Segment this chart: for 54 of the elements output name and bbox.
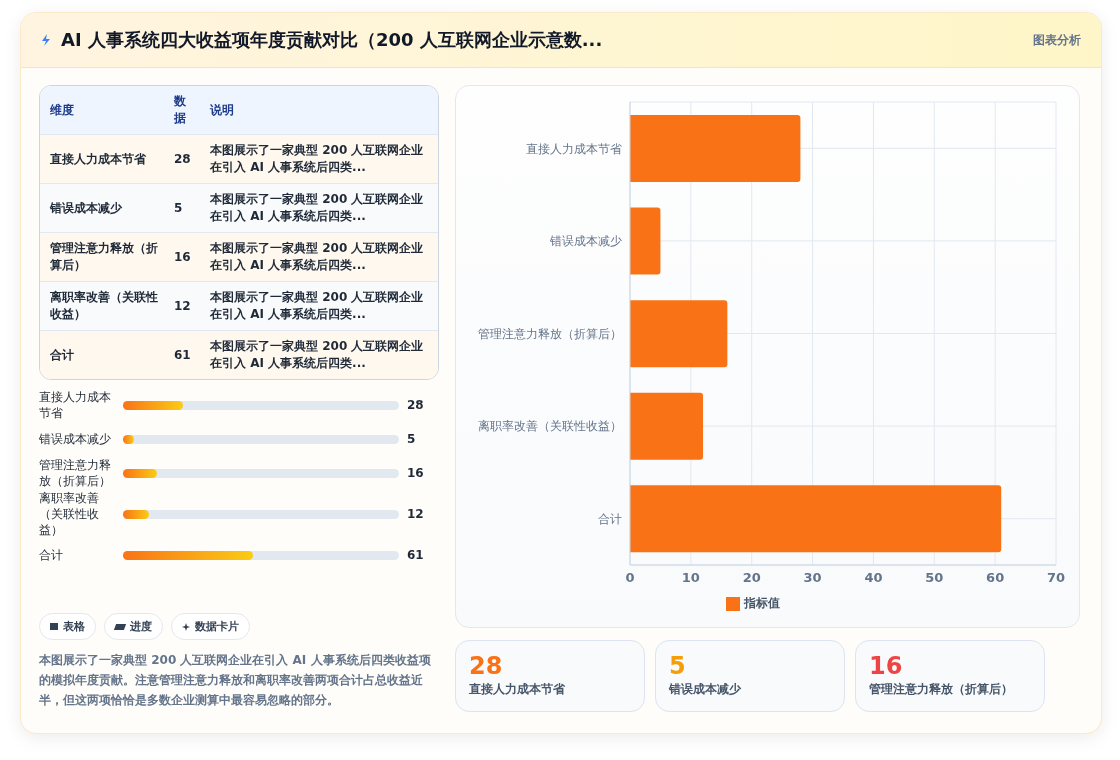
bar — [630, 114, 801, 182]
y-tick-label: 错误成本减少 — [549, 234, 622, 249]
x-tick-label: 0 — [625, 570, 635, 586]
y-tick-label: 离职率改善（关联性收益） — [478, 419, 622, 434]
data-label: 61 — [407, 548, 424, 562]
text: 本图展示了一家典型 200 人互联网企业在引入 AI 人事系统后四类... — [210, 339, 424, 370]
x-tick-label: 30 — [803, 570, 822, 586]
legend-label: 指标值 — [744, 596, 780, 610]
category-label: 直接人力成本节省 — [39, 389, 112, 421]
header-strip: AI 人事系统四大收益项年度贡献对比（200 人互联网企业示意数... 图表分析 — [21, 13, 1101, 68]
category-label: 合计 — [40, 330, 170, 379]
category-label: 错误成本减少 — [669, 681, 742, 698]
data-label: 12 — [170, 281, 200, 330]
category-label: 管理注意力释放（折算后） — [39, 457, 112, 489]
text: 本图展示了一家典型 200 人互联网企业在引入 AI 人事系统后四类... — [200, 134, 438, 183]
category-label: 离职率改善（关联性收益） — [40, 281, 170, 330]
text: 本图展示了一家典型 200 人互联网企业在引入 AI 人事系统后四类... — [210, 290, 424, 321]
category-label: 管理注意力释放（折算后） — [40, 232, 170, 281]
bar — [630, 392, 704, 460]
text: 本图展示了一家典型 200 人互联网企业在引入 AI 人事系统后四类收益项的模拟年度贡献。注意管理注意力释放和离职率改善两项合计占总收益近半，但这两项恰恰是多数企业测算中最容易忽略的部分。 — [39, 652, 432, 709]
data-label: 16 — [170, 232, 200, 281]
text: 本图展示了一家典型 200 人互联网企业在引入 AI 人事系统后四类... — [210, 241, 424, 272]
category-label: 离职率改善（关联性收益） — [39, 490, 100, 538]
category-label: 管理注意力释放（折算后） — [869, 681, 1014, 698]
x-tick-label: 10 — [681, 570, 700, 586]
bar — [630, 485, 1002, 553]
category-label: 错误成本减少 — [39, 431, 112, 447]
data-label: 16 — [869, 651, 904, 681]
x-tick-label: 60 — [986, 570, 1005, 586]
text: 表格 — [63, 619, 85, 634]
x-tick-label: 50 — [925, 570, 944, 586]
y-tick-label: 合计 — [598, 511, 622, 526]
data-label: 5 — [407, 432, 416, 446]
y-tick-label: 直接人力成本节省 — [526, 141, 622, 156]
category-label: 错误成本减少 — [40, 183, 170, 232]
data-label: 5 — [669, 651, 687, 681]
x-tick-label: 70 — [1046, 570, 1066, 586]
category-label: 合计 — [39, 547, 64, 563]
bar — [630, 207, 661, 275]
data-label: 5 — [170, 183, 200, 232]
data-label: 61 — [170, 330, 200, 379]
data-label: 28 — [407, 398, 424, 412]
category-label: 直接人力成本节省 — [40, 134, 170, 183]
bar — [630, 300, 728, 368]
text: 本图展示了一家典型 200 人互联网企业在引入 AI 人事系统后四类... — [210, 192, 424, 223]
x-tick-label: 20 — [742, 570, 761, 586]
data-label: 12 — [407, 507, 424, 521]
y-tick-label: 管理注意力释放（折算后） — [478, 326, 622, 341]
x-tick-label: 40 — [864, 570, 883, 586]
text: 进度 — [130, 619, 152, 634]
text: 数据卡片 — [195, 619, 239, 634]
data-label: 28 — [170, 134, 200, 183]
data-label: 16 — [407, 466, 424, 480]
data-label: 28 — [469, 651, 504, 681]
